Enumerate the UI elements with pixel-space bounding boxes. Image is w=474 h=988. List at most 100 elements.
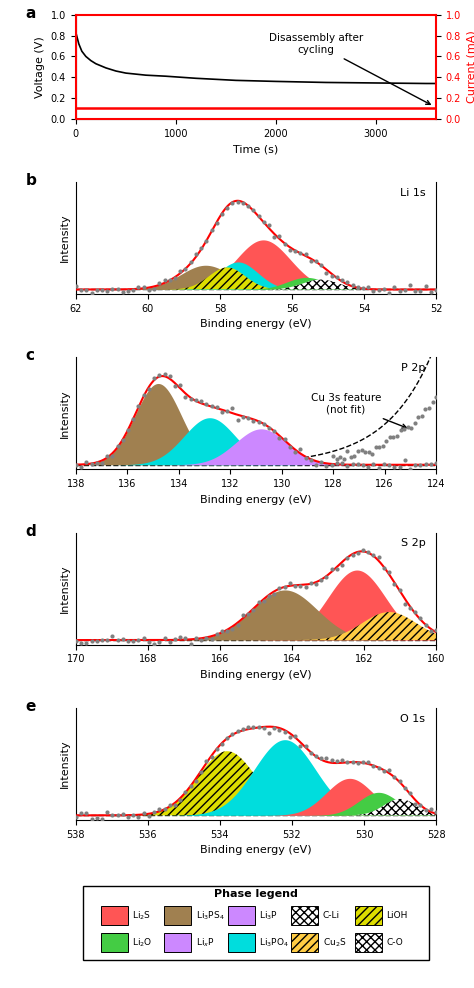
Point <box>213 399 220 415</box>
Point <box>124 632 132 648</box>
Point <box>415 409 422 425</box>
Point <box>140 805 147 821</box>
Text: Li$_3$P: Li$_3$P <box>259 909 278 922</box>
Point <box>297 442 304 457</box>
X-axis label: Binding energy (eV): Binding energy (eV) <box>200 319 312 329</box>
FancyBboxPatch shape <box>355 906 382 925</box>
Point <box>292 243 299 259</box>
Point <box>255 414 263 430</box>
Point <box>239 195 246 210</box>
Point <box>432 283 440 298</box>
Point <box>150 636 158 652</box>
Point <box>302 246 310 262</box>
Point <box>244 199 252 214</box>
Point <box>344 458 351 474</box>
Point <box>323 569 330 585</box>
Point <box>155 276 163 291</box>
Point <box>359 457 367 473</box>
Point <box>328 457 336 473</box>
Text: c: c <box>26 349 35 364</box>
Point <box>176 263 184 279</box>
Point <box>239 607 246 622</box>
Point <box>124 809 132 825</box>
Point <box>161 801 168 817</box>
FancyBboxPatch shape <box>228 933 255 952</box>
Point <box>408 420 415 436</box>
Point <box>406 278 414 293</box>
Point <box>166 796 173 812</box>
Point <box>82 283 90 298</box>
Point <box>145 634 153 650</box>
Point <box>255 594 263 610</box>
Text: Li$_2$O: Li$_2$O <box>132 937 153 948</box>
Point <box>365 754 372 770</box>
Point <box>281 579 289 595</box>
Point <box>347 450 355 465</box>
Point <box>171 271 179 287</box>
Point <box>176 628 184 644</box>
Point <box>380 764 388 780</box>
Point <box>318 453 325 469</box>
Point <box>218 206 226 221</box>
Point <box>411 284 419 299</box>
Point <box>88 811 95 827</box>
Point <box>292 444 299 459</box>
Point <box>166 273 173 288</box>
Point <box>307 453 315 468</box>
Point <box>103 632 111 648</box>
Point <box>155 634 163 650</box>
Point <box>359 542 367 558</box>
Point <box>427 801 435 817</box>
Point <box>77 805 85 821</box>
Text: b: b <box>26 173 36 188</box>
Point <box>286 575 294 591</box>
Point <box>359 281 367 296</box>
Point <box>417 610 424 625</box>
Point <box>135 398 142 414</box>
Point <box>129 807 137 823</box>
Point <box>88 286 95 301</box>
Point <box>365 279 372 294</box>
X-axis label: Binding energy (eV): Binding energy (eV) <box>200 846 312 856</box>
Point <box>176 792 184 808</box>
Point <box>260 416 268 432</box>
Point <box>385 285 393 300</box>
Point <box>244 410 252 426</box>
Point <box>370 455 377 471</box>
Point <box>302 739 310 755</box>
Point <box>380 560 388 576</box>
Point <box>129 283 137 298</box>
Point <box>202 233 210 249</box>
Point <box>354 279 362 294</box>
Point <box>333 269 341 285</box>
Point <box>396 284 403 299</box>
Point <box>166 368 173 383</box>
Point <box>260 213 268 229</box>
Point <box>140 386 147 402</box>
Point <box>271 424 278 440</box>
Point <box>114 438 121 453</box>
Point <box>77 635 85 651</box>
Point <box>271 229 278 245</box>
Point <box>93 810 100 826</box>
Point <box>432 622 440 638</box>
Text: LiOH: LiOH <box>386 911 407 920</box>
FancyBboxPatch shape <box>101 906 128 925</box>
Text: Li$_3$PO$_4$: Li$_3$PO$_4$ <box>259 937 289 948</box>
Point <box>119 806 127 822</box>
Point <box>375 439 383 454</box>
Point <box>307 575 315 591</box>
Point <box>386 429 394 445</box>
Point <box>109 628 116 644</box>
Point <box>192 246 200 262</box>
Point <box>427 623 435 639</box>
Y-axis label: Voltage (V): Voltage (V) <box>35 36 45 98</box>
Point <box>276 580 283 596</box>
Point <box>372 439 380 454</box>
Point <box>337 449 344 464</box>
Point <box>155 368 163 383</box>
Point <box>396 773 403 788</box>
Point <box>396 459 403 475</box>
Point <box>338 455 346 471</box>
Point <box>72 456 80 472</box>
